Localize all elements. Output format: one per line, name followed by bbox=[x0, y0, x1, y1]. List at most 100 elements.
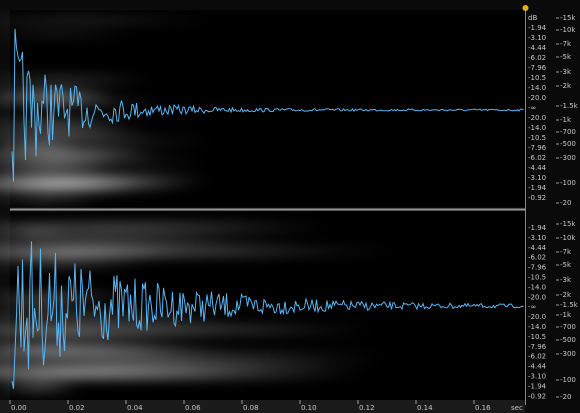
spectral-band bbox=[0, 380, 85, 393]
freq-label: -3k bbox=[560, 276, 572, 284]
freq-label: -700 bbox=[560, 128, 576, 136]
spectral-band bbox=[0, 331, 222, 337]
time-label: 0.04 bbox=[127, 404, 143, 412]
db-label: -10.5 bbox=[528, 134, 546, 142]
db-label: dB bbox=[528, 14, 537, 22]
freq-label: -300 bbox=[560, 350, 576, 358]
spectral-band bbox=[0, 74, 158, 85]
spectral-band bbox=[0, 183, 138, 195]
db-label: -14.0 bbox=[528, 124, 546, 132]
freq-label: -700 bbox=[560, 323, 576, 331]
db-label: -7.96 bbox=[528, 64, 547, 72]
db-label: -14.0 bbox=[528, 84, 546, 92]
time-label: 0.16 bbox=[475, 404, 491, 412]
freq-label: -10k bbox=[560, 26, 576, 34]
db-label: -20.0 bbox=[528, 94, 546, 102]
db-label: -∞ bbox=[528, 104, 536, 112]
spectral-band bbox=[0, 311, 248, 323]
waveform-trace bbox=[11, 28, 524, 182]
freq-label: -5k bbox=[560, 53, 572, 61]
freq-label: -100 bbox=[560, 179, 576, 187]
freq-label: -3k bbox=[560, 68, 572, 76]
waveform-trace bbox=[11, 241, 524, 389]
db-label: -6.02 bbox=[528, 353, 546, 361]
db-label: -3.10 bbox=[528, 373, 546, 381]
db-label: -6.02 bbox=[528, 54, 546, 62]
spectrogram bbox=[0, 16, 405, 393]
freq-label: -1.5k bbox=[560, 102, 579, 110]
freq-label: -2k bbox=[560, 82, 572, 90]
db-label: -1.94 bbox=[528, 224, 547, 232]
freq-label: -7k bbox=[560, 40, 572, 48]
spectral-band bbox=[0, 221, 337, 233]
db-label: -20.0 bbox=[528, 293, 546, 301]
db-label: -20.0 bbox=[528, 313, 546, 321]
db-label: -1.94 bbox=[528, 184, 547, 192]
freq-label: -2k bbox=[560, 291, 572, 299]
db-label: -1.94 bbox=[528, 382, 547, 390]
time-label: 0.02 bbox=[69, 404, 85, 412]
spectral-band bbox=[0, 148, 212, 154]
waveform bbox=[11, 28, 524, 389]
db-label: -1.94 bbox=[528, 24, 547, 32]
db-label: -10.5 bbox=[528, 74, 546, 82]
freq-label: -5k bbox=[560, 261, 572, 269]
db-label: -6.02 bbox=[528, 254, 546, 262]
time-unit: sec bbox=[511, 404, 523, 412]
freq-label: -500 bbox=[560, 336, 576, 344]
freq-label: -15k bbox=[560, 220, 576, 228]
spectral-band bbox=[0, 356, 387, 370]
db-label: -7.96 bbox=[528, 264, 547, 272]
db-label: -20.0 bbox=[528, 114, 546, 122]
time-label: 0.12 bbox=[359, 404, 375, 412]
freq-label: -20 bbox=[560, 393, 571, 401]
freq-label: -1.5k bbox=[560, 301, 579, 309]
spectral-band bbox=[0, 172, 214, 186]
freq-label: -1k bbox=[560, 116, 572, 124]
spectral-band bbox=[0, 349, 397, 359]
spectral-band bbox=[0, 194, 110, 205]
db-label: -14.0 bbox=[528, 323, 546, 331]
spectral-band bbox=[0, 167, 128, 174]
spectral-band bbox=[0, 234, 309, 248]
db-label: -4.44 bbox=[528, 164, 547, 172]
time-label: 0.08 bbox=[243, 404, 259, 412]
spectral-band bbox=[0, 250, 321, 258]
spectral-band bbox=[0, 160, 212, 166]
db-label: -3.10 bbox=[528, 234, 546, 242]
freq-label: -10k bbox=[560, 234, 576, 242]
freq-label: -1k bbox=[560, 311, 572, 319]
freq-label: -15k bbox=[560, 14, 576, 22]
playhead[interactable] bbox=[522, 5, 529, 11]
time-label: 0.10 bbox=[301, 404, 317, 412]
db-label: -3.10 bbox=[528, 174, 546, 182]
time-label: 0.06 bbox=[185, 404, 201, 412]
db-label: -6.02 bbox=[528, 154, 546, 162]
db-label: -0.92 bbox=[528, 194, 546, 202]
db-label: -4.44 bbox=[528, 244, 547, 252]
time-label: 0.14 bbox=[417, 404, 433, 412]
db-label: -3.10 bbox=[528, 34, 546, 42]
time-label: 0.00 bbox=[11, 404, 27, 412]
db-label: -4.44 bbox=[528, 44, 547, 52]
spectral-band bbox=[0, 291, 133, 302]
db-label: -10.5 bbox=[528, 274, 546, 282]
spectral-band bbox=[0, 121, 130, 130]
db-label: -4.44 bbox=[528, 363, 547, 371]
freq-label: -100 bbox=[560, 376, 576, 384]
time-ruler bbox=[0, 400, 525, 413]
spectral-band bbox=[0, 261, 152, 268]
db-label: -7.96 bbox=[528, 144, 547, 152]
freq-label: -20 bbox=[560, 199, 571, 207]
spectral-band bbox=[0, 16, 218, 24]
spectral-band bbox=[0, 129, 156, 139]
spectral-band bbox=[0, 154, 119, 160]
freq-label: -500 bbox=[560, 140, 576, 148]
db-label: -7.96 bbox=[528, 343, 547, 351]
spectral-band bbox=[0, 370, 266, 378]
db-label: -∞ bbox=[528, 303, 536, 311]
db-label: -10.5 bbox=[528, 333, 546, 341]
freq-label: -300 bbox=[560, 154, 576, 162]
freq-label: -7k bbox=[560, 248, 572, 256]
